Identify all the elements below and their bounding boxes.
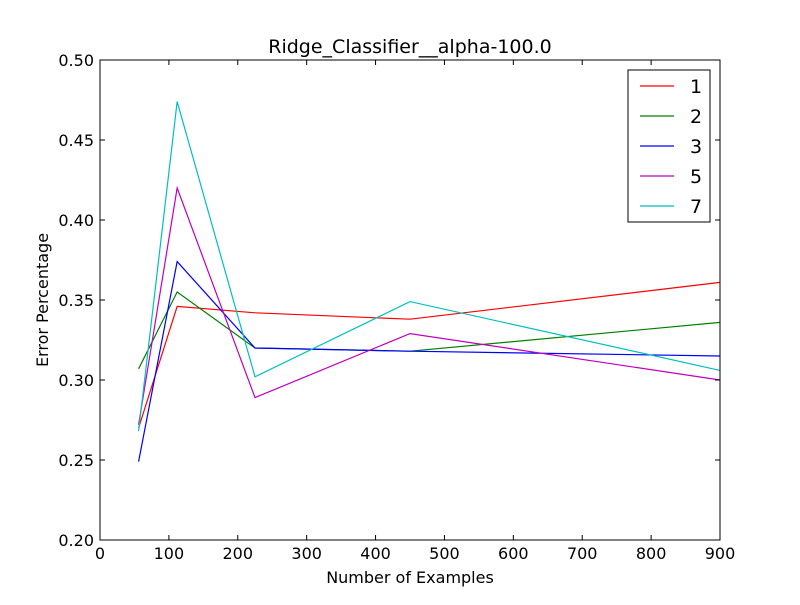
y-tick-label: 0.50 [58, 51, 94, 70]
series-line-3 [137, 260, 721, 462]
x-tick-label: 800 [636, 544, 667, 563]
y-tick-label: 0.35 [58, 291, 94, 310]
plot-frame [99, 59, 721, 541]
legend-label-7: 7 [690, 196, 702, 218]
y-tick-label: 0.30 [58, 371, 94, 390]
x-tick-label: 0 [95, 544, 105, 563]
y-axis-title: Error Percentage [33, 233, 52, 367]
x-tick-label: 500 [429, 544, 460, 563]
x-tick-label: 600 [498, 544, 529, 563]
y-tick-label: 0.25 [58, 451, 94, 470]
chart-title: Ridge_Classifier__alpha-100.0 [268, 36, 551, 58]
legend-label-3: 3 [690, 136, 702, 158]
series-layer [137, 101, 721, 462]
y-tick-label: 0.45 [58, 131, 94, 150]
ticks-layer: 0 100 200 300 400 500 600 700 800 900 0.20 0.25 0.30… [58, 51, 735, 563]
x-axis-title: Number of Examples [326, 568, 494, 587]
x-tick-label: 400 [360, 544, 391, 563]
x-tick-label: 700 [567, 544, 598, 563]
y-tick-label: 0.40 [58, 211, 94, 230]
legend-label-2: 2 [690, 106, 702, 128]
series-line-2 [138, 291, 721, 370]
series-line-7 [137, 101, 721, 432]
y-tick-label: 0.20 [58, 531, 94, 550]
legend-label-1: 1 [690, 76, 702, 98]
x-tick-label: 900 [705, 544, 736, 563]
legend-label-5: 5 [690, 166, 702, 188]
legend: 1 2 3 5 7 [627, 69, 711, 223]
x-tick-label: 300 [291, 544, 322, 563]
x-tick-label: 100 [154, 544, 185, 563]
series-line-5 [137, 185, 721, 425]
series-line-1 [138, 281, 721, 429]
x-tick-label: 200 [223, 544, 254, 563]
